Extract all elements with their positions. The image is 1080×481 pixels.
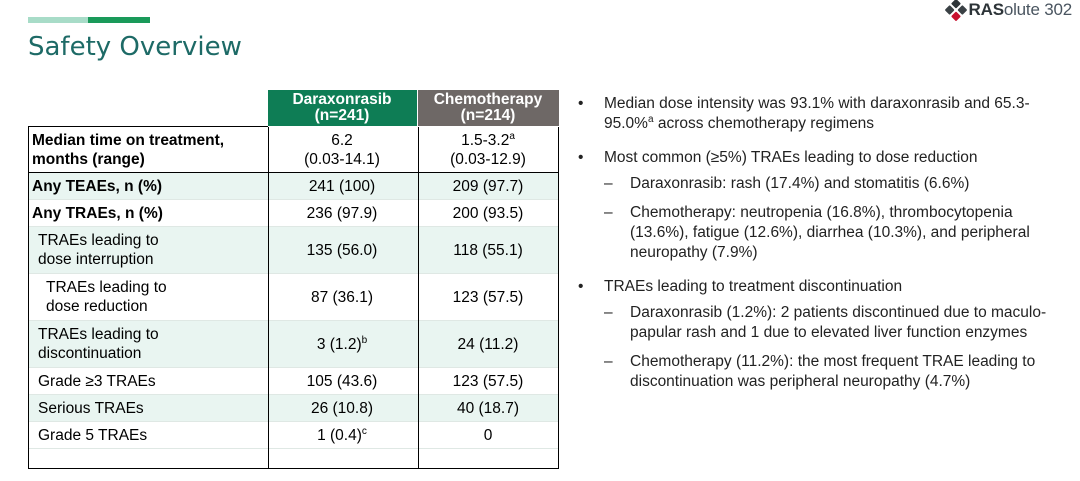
cell-daraxonrasib: 105 (43.6) bbox=[267, 367, 417, 395]
bullet-dose-reduction: • Most common (≥5%) TRAEs leading to dose… bbox=[578, 148, 1068, 263]
table-row: Serious TRAEs 26 (10.8) 40 (18.7) bbox=[28, 394, 559, 422]
row-label: TRAEs leading to dose interruption bbox=[28, 226, 267, 274]
accent-bar bbox=[28, 17, 150, 23]
rasolute-logo: RASolute 302 bbox=[944, 0, 1072, 22]
row-label: TRAEs leading to dose reduction bbox=[28, 273, 267, 321]
row-label: Serious TRAEs bbox=[28, 394, 267, 422]
table-row: TRAEs leading to dose reduction 87 (36.1)… bbox=[28, 273, 559, 321]
row-label: TRAEs leading to discontinuation bbox=[28, 320, 267, 368]
table-row: Any TRAEs, n (%) 236 (97.9) 200 (93.5) bbox=[28, 199, 559, 227]
cell-chemotherapy: 40 (18.7) bbox=[417, 394, 559, 422]
cell-daraxonrasib: 241 (100) bbox=[267, 172, 417, 200]
sub-bullet: – Daraxonrasib: rash (17.4%) and stomatit… bbox=[604, 175, 970, 192]
page-title: Safety Overview bbox=[28, 32, 242, 62]
header-blank bbox=[28, 89, 267, 127]
cell-chemotherapy: 24 (11.2) bbox=[417, 320, 559, 368]
row-label: Any TEAEs, n (%) bbox=[28, 172, 267, 200]
sub-bullet: – Daraxonrasib (1.2%): 2 patients discont… bbox=[604, 304, 1047, 341]
cell-chemotherapy: 123 (57.5) bbox=[417, 367, 559, 395]
cell-daraxonrasib: 1 (0.4)c bbox=[267, 421, 417, 449]
cell-chemotherapy: 200 (93.5) bbox=[417, 199, 559, 227]
cell-daraxonrasib: 87 (36.1) bbox=[267, 273, 417, 321]
row-label: Any TRAEs, n (%) bbox=[28, 199, 267, 227]
header-daraxonrasib: Daraxonrasib (n=241) bbox=[266, 89, 418, 127]
sub-bullet: – Chemotherapy: neutropenia (16.8%), thro… bbox=[604, 204, 1030, 261]
header-chemotherapy: Chemotherapy (n=214) bbox=[416, 89, 560, 127]
cell-daraxonrasib: 236 (97.9) bbox=[267, 199, 417, 227]
sub-bullet: – Chemotherapy (11.2%): the most frequent… bbox=[604, 353, 1036, 390]
logo-mark-icon bbox=[944, 0, 967, 22]
table-row: Grade ≥3 TRAEs 105 (43.6) 123 (57.5) bbox=[28, 367, 559, 395]
bullet-list: • Median dose intensity was 93.1% with da… bbox=[578, 94, 1068, 406]
row-label: Grade ≥3 TRAEs bbox=[28, 367, 267, 395]
row-label: Grade 5 TRAEs bbox=[28, 421, 267, 449]
table-row: Grade 5 TRAEs 1 (0.4)c 0 bbox=[28, 421, 559, 449]
cell-daraxonrasib: 135 (56.0) bbox=[267, 226, 417, 274]
cell-chemotherapy: 209 (97.7) bbox=[417, 172, 559, 200]
bullet-discontinuation: • TRAEs leading to treatment discontinuat… bbox=[578, 277, 1068, 392]
cell-chemotherapy: 1.5-3.2a (0.03-12.9) bbox=[417, 126, 559, 173]
row-label: Median time on treatment, months (range) bbox=[28, 126, 267, 173]
table-row: TRAEs leading to dose interruption 135 (5… bbox=[28, 226, 559, 274]
cell-chemotherapy: 123 (57.5) bbox=[417, 273, 559, 321]
cell-daraxonrasib: 3 (1.2)b bbox=[267, 320, 417, 368]
table-row: Any TEAEs, n (%) 241 (100) 209 (97.7) bbox=[28, 172, 559, 200]
table-row: TRAEs leading to discontinuation 3 (1.2)b… bbox=[28, 320, 559, 368]
cell-daraxonrasib: 26 (10.8) bbox=[267, 394, 417, 422]
table-row: Median time on treatment, months (range) … bbox=[28, 126, 559, 173]
safety-table: Daraxonrasib (n=241) Chemotherapy (n=214) … bbox=[28, 89, 560, 449]
bullet-dose-intensity: • Median dose intensity was 93.1% with da… bbox=[578, 95, 1030, 132]
cell-chemotherapy: 118 (55.1) bbox=[417, 226, 559, 274]
cell-chemotherapy: 0 bbox=[417, 421, 559, 449]
cell-daraxonrasib: 6.2 (0.03-14.1) bbox=[267, 126, 417, 173]
